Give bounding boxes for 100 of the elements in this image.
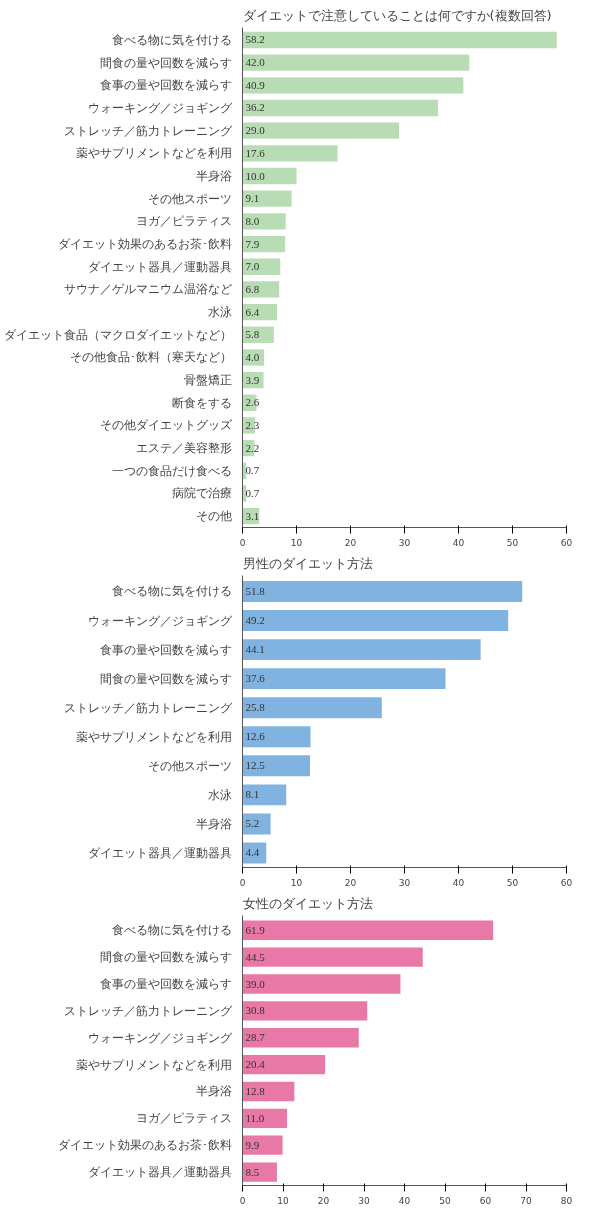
bar: [242, 784, 287, 806]
y-tick-label: 一つの食品だけ食べる: [111, 463, 232, 478]
y-tick-label: エステ／美容整形: [135, 441, 232, 456]
y-tick-label: サウナ／ゲルマニウム温浴など: [63, 282, 232, 297]
bar: [242, 235, 286, 253]
data-label: 40.9: [245, 78, 266, 91]
data-label: 7.9: [245, 237, 260, 250]
chart-title: 男性のダイエット方法: [242, 555, 373, 571]
x-tick-label: 60: [560, 537, 573, 548]
data-label: 3.9: [245, 373, 260, 386]
data-label: 12.6: [245, 730, 266, 743]
y-tick-label: ストレッチ／筋力トレーニング: [63, 1003, 233, 1018]
y-tick-label: ダイエット効果のあるお茶･飲料: [57, 237, 232, 252]
x-tick-label: 40: [452, 537, 465, 548]
y-tick-label: 食べる物に気を付ける: [111, 32, 232, 47]
bar: [242, 1135, 283, 1155]
bar: [242, 99, 438, 117]
x-tick-label: 50: [506, 537, 519, 548]
data-label: 9.1: [245, 192, 260, 205]
y-tick-label: 病院で治療: [171, 486, 232, 501]
y-tick-label: 骨盤矯正: [183, 373, 232, 388]
bar: [242, 639, 481, 661]
data-label: 11.0: [245, 1111, 265, 1124]
data-label: 3.1: [245, 509, 260, 522]
y-tick-label: 間食の量や回数を減らす: [99, 950, 232, 965]
bar: [242, 610, 509, 631]
y-tick-label: その他: [195, 509, 232, 524]
x-tick-label: 70: [520, 1195, 532, 1206]
data-label: 9.9: [245, 1138, 260, 1151]
data-label: 51.8: [245, 584, 266, 597]
data-label: 4.0: [245, 350, 260, 363]
x-tick-label: 0: [239, 877, 246, 888]
data-label: 4.4: [245, 846, 260, 859]
bar: [242, 281, 280, 298]
data-label: 36.2: [245, 101, 265, 114]
data-label: 12.5: [245, 759, 266, 772]
chart-title: 女性のダイエット方法: [242, 895, 373, 911]
x-tick-label: 30: [398, 877, 411, 888]
bar: [242, 213, 286, 230]
data-label: 5.8: [245, 328, 260, 341]
data-label: 58.2: [245, 33, 265, 46]
data-label: 49.2: [245, 614, 265, 627]
y-tick-label: その他スポーツ: [147, 758, 232, 773]
data-label: 8.1: [245, 788, 260, 801]
x-tick-label: 20: [317, 1195, 330, 1206]
y-tick-label: 水泳: [207, 305, 232, 320]
data-label: 29.0: [245, 124, 266, 137]
data-label: 5.2: [245, 817, 260, 830]
bar: [242, 920, 494, 940]
bar: [242, 190, 292, 207]
data-label: 7.0: [245, 260, 260, 273]
y-tick-label: その他ダイエットグッズ: [99, 418, 233, 433]
bar: [242, 77, 464, 94]
y-tick-label: 薬やサプリメントなどを利用: [75, 146, 232, 161]
y-tick-label: ダイエット器具／運動器具: [87, 845, 232, 860]
data-label: 8.0: [245, 214, 260, 227]
data-label: 10.0: [245, 169, 266, 182]
data-label: 61.9: [245, 923, 266, 936]
data-label: 0.7: [245, 486, 260, 499]
y-tick-label: ウォーキング／ジョギング: [87, 613, 233, 628]
y-tick-label: 間食の量や回数を減らす: [99, 671, 232, 686]
x-tick-label: 30: [398, 537, 411, 548]
x-tick-label: 10: [290, 877, 303, 888]
bar: [242, 813, 271, 835]
data-label: 44.1: [245, 643, 265, 656]
data-label: 28.7: [245, 1031, 266, 1044]
data-label: 25.8: [245, 701, 266, 714]
data-label: 2.6: [245, 396, 260, 409]
x-tick-label: 10: [290, 537, 303, 548]
y-tick-label: 食事の量や回数を減らす: [99, 642, 232, 657]
data-label: 2.2: [245, 441, 260, 454]
y-tick-label: ウォーキング／ジョギング: [87, 101, 233, 115]
data-label: 39.0: [245, 977, 266, 990]
x-tick-label: 0: [239, 1195, 246, 1206]
y-tick-label: 水泳: [207, 787, 232, 802]
x-tick-label: 60: [479, 1195, 492, 1206]
data-label: 6.8: [245, 282, 260, 295]
bar: [242, 122, 400, 139]
y-tick-label: ストレッチ／筋力トレーニング: [63, 700, 233, 715]
data-label: 42.0: [245, 56, 266, 69]
y-tick-label: ヨガ／ピラティス: [135, 214, 232, 229]
x-tick-label: 80: [560, 1195, 573, 1206]
data-label: 2.3: [245, 418, 260, 431]
bar: [242, 1162, 277, 1182]
data-label: 44.5: [245, 950, 266, 963]
bar: [242, 1054, 326, 1075]
y-tick-label: その他スポーツ: [147, 191, 232, 206]
bar: [242, 145, 338, 162]
y-tick-label: 半身浴: [195, 169, 232, 184]
x-tick-label: 20: [344, 877, 357, 888]
bar: [242, 974, 401, 994]
x-tick-label: 10: [277, 1195, 289, 1206]
bar: [242, 1028, 359, 1048]
x-tick-label: 40: [452, 877, 465, 888]
bar: [242, 668, 446, 690]
bar: [242, 697, 382, 719]
bar: [242, 1001, 368, 1021]
data-label: 12.8: [245, 1084, 266, 1097]
y-tick-label: 食べる物に気を付ける: [111, 923, 232, 938]
x-tick-label: 50: [439, 1195, 451, 1206]
